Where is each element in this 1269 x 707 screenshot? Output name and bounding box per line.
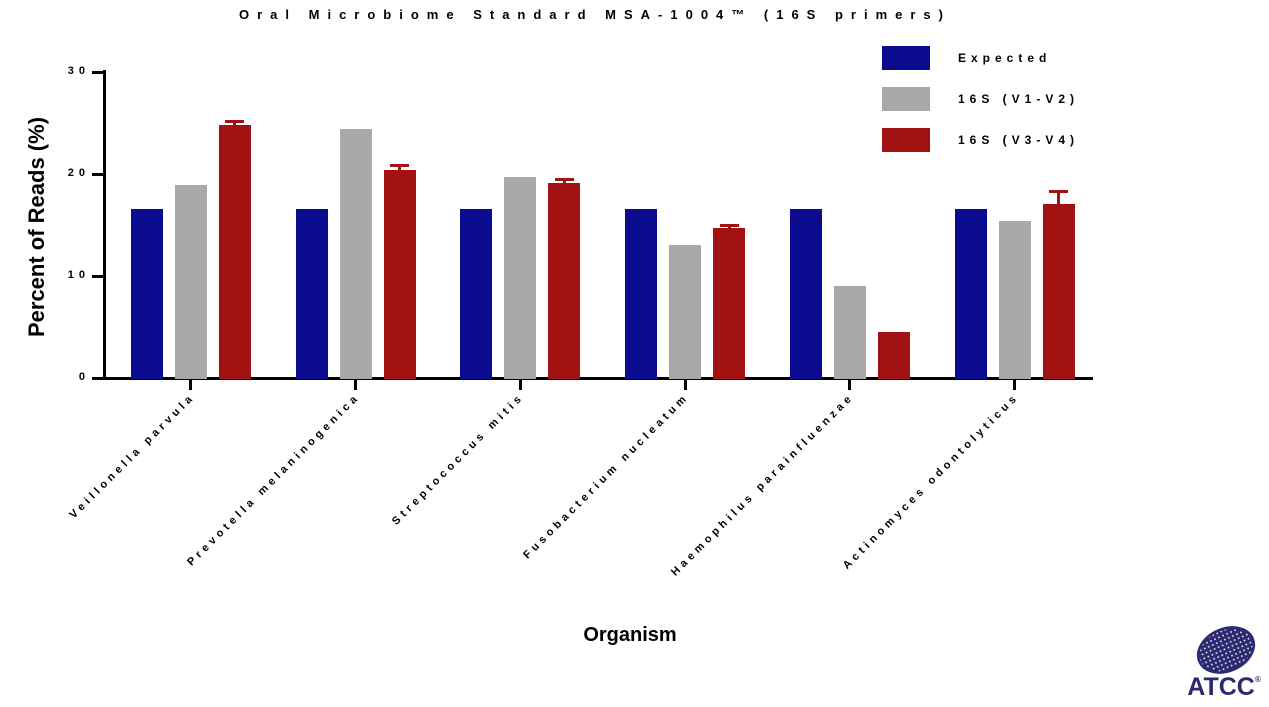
y-axis-line	[103, 70, 106, 380]
y-tick	[92, 377, 103, 380]
bar	[174, 185, 207, 379]
legend-item: 16S (V1-V2)	[882, 87, 1079, 111]
y-tick	[92, 275, 103, 278]
chart-title: Oral Microbiome Standard MSA-1004™ (16S …	[239, 7, 951, 22]
bar	[295, 208, 328, 379]
x-tick	[1013, 380, 1017, 390]
bar	[339, 129, 372, 379]
bar	[130, 208, 163, 379]
y-tick-label: 30	[67, 65, 90, 77]
bar	[218, 125, 251, 379]
bar	[548, 183, 581, 379]
bar	[713, 228, 746, 379]
bar	[669, 245, 702, 379]
legend-label: Expected	[958, 51, 1052, 65]
bar	[383, 169, 416, 379]
x-axis-line	[103, 377, 1093, 380]
error-bar-stem	[398, 165, 401, 170]
x-tick-label: Streptococcus mitis	[390, 391, 527, 528]
x-tick	[518, 380, 522, 390]
x-axis-title: Organism	[583, 624, 677, 646]
legend-label: 16S (V3-V4)	[958, 133, 1080, 147]
atcc-logo-text: ATCC®	[1187, 673, 1261, 701]
error-bar-stem	[727, 226, 731, 229]
x-tick	[848, 380, 852, 390]
legend-item: Expected	[882, 46, 1079, 70]
y-tick	[92, 71, 103, 74]
bar	[460, 208, 493, 379]
x-tick	[354, 380, 357, 390]
x-tick-label: Prevotella melaninogenica	[184, 391, 362, 569]
x-tick-label: Actinomyces odontolyticus	[840, 391, 1022, 572]
x-tick	[683, 380, 687, 390]
x-tick	[189, 380, 193, 390]
error-bar-stem	[1057, 192, 1061, 204]
error-bar-cap	[554, 178, 574, 182]
legend-swatch	[882, 128, 930, 152]
legend-swatch	[882, 46, 930, 70]
bar	[625, 208, 658, 379]
bar	[954, 208, 987, 379]
y-tick-label: 10	[67, 269, 90, 281]
error-bar-cap	[225, 119, 245, 123]
y-axis-title: Percent of Reads (%)	[24, 116, 49, 338]
y-tick-label: 0	[78, 371, 90, 383]
y-tick	[92, 173, 103, 176]
bar	[789, 208, 822, 379]
x-tick-label: Veillonella parvula	[67, 391, 198, 522]
legend-swatch	[882, 87, 930, 111]
bar	[833, 286, 866, 379]
error-bar-cap	[719, 224, 739, 227]
error-bar-cap	[390, 163, 409, 167]
atcc-logo-globe	[1196, 626, 1256, 674]
bar	[504, 177, 537, 379]
error-bar-stem	[233, 121, 237, 125]
bar	[998, 220, 1031, 379]
bar	[877, 332, 910, 379]
legend-label: 16S (V1-V2)	[958, 92, 1080, 106]
error-bar-stem	[562, 180, 566, 184]
error-bar-cap	[1049, 190, 1069, 194]
legend: Expected 16S (V1-V2) 16S (V3-V4)	[882, 46, 1079, 169]
bar	[1042, 203, 1075, 379]
legend-item: 16S (V3-V4)	[882, 128, 1079, 152]
y-tick-label: 20	[67, 167, 90, 179]
atcc-logo: ATCC®	[1187, 626, 1261, 701]
